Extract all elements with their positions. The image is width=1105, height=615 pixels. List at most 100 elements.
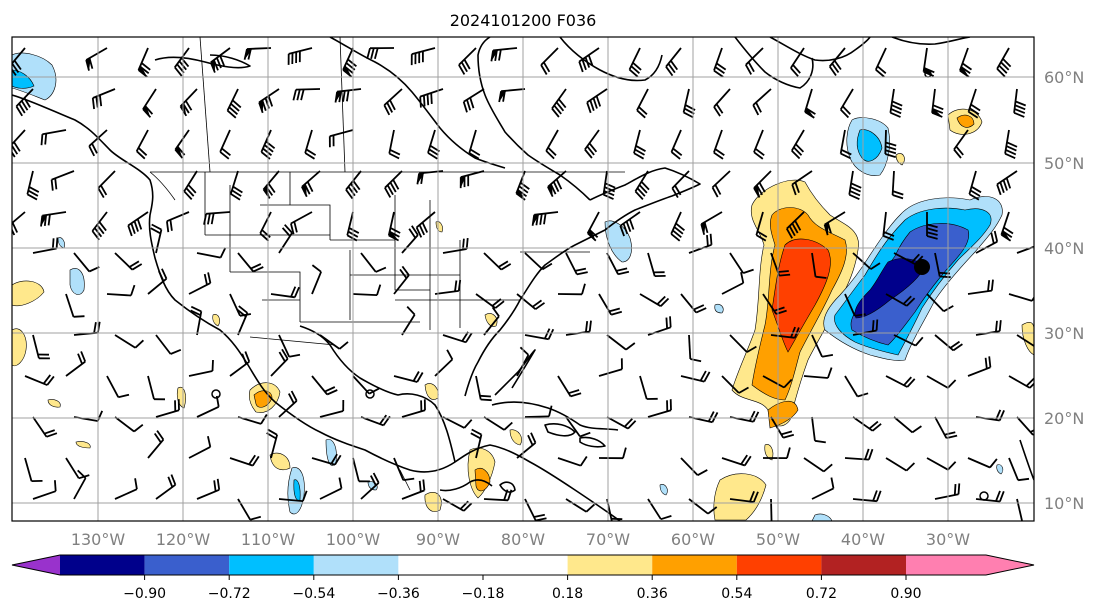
- wind-barb: [114, 252, 143, 271]
- wind-barb: [584, 129, 600, 159]
- wind-barb: [713, 129, 725, 160]
- wind-barb: [633, 129, 646, 160]
- wind-barb: [828, 47, 846, 77]
- wind-barb: [934, 334, 963, 352]
- wind-barb: [1016, 245, 1034, 254]
- wind-barb: [73, 469, 87, 500]
- wind-barb: [926, 212, 938, 240]
- lat-tick-label: 20°N: [1044, 409, 1084, 428]
- wind-barb: [196, 247, 227, 259]
- calm-markers: [211, 70, 989, 501]
- wind-barb: [301, 170, 321, 198]
- wind-barb: [729, 252, 754, 274]
- wind-barb: [142, 88, 157, 118]
- lon-tick-label: 100°W: [326, 530, 381, 549]
- wind-barb: [762, 375, 793, 389]
- wind-barb: [401, 225, 419, 254]
- wind-barb: [721, 375, 749, 394]
- wind-barb: [996, 170, 1018, 196]
- wind-barb: [237, 252, 264, 273]
- wind-barb: [262, 170, 280, 199]
- wind-barb: [483, 252, 512, 271]
- wind-barb: [551, 88, 567, 118]
- wind-barb: [934, 483, 961, 500]
- wind-barb: [636, 88, 649, 119]
- latitude-labels: 60°N 50°N 40°N 30°N 20°N 10°N: [1044, 68, 1084, 513]
- lon-tick-label: 90°W: [416, 530, 460, 549]
- wind-barb: [352, 375, 380, 395]
- wind-barb: [885, 457, 916, 472]
- wind-barb: [1013, 88, 1027, 118]
- wind-barb: [352, 457, 370, 483]
- wind-barb: [147, 375, 166, 401]
- colorbar-segment: [229, 555, 314, 575]
- wind-barb: [401, 399, 426, 418]
- wind-barb: [311, 264, 322, 295]
- wind-barb: [319, 477, 343, 500]
- wind-barb: [475, 293, 505, 309]
- colorbar-segment: [736, 555, 822, 575]
- wind-barb: [384, 170, 403, 198]
- wind-barb: [839, 88, 854, 119]
- colorbar-outline: [11, 554, 1035, 576]
- lon-tick-label: 70°W: [586, 530, 630, 549]
- wind-barb: [791, 170, 813, 196]
- wind-barb: [557, 375, 582, 398]
- wind-barb: [598, 447, 627, 460]
- wind-barb: [311, 453, 342, 466]
- wind-barb: [791, 129, 805, 160]
- wind-barb: [647, 399, 672, 418]
- wind-barb: [475, 375, 492, 402]
- wind-barb: [786, 211, 805, 239]
- colorbar-extend-high: [986, 555, 1034, 575]
- wind-barb: [1008, 457, 1030, 482]
- wind-barb: [196, 478, 221, 500]
- wind-barb: [996, 47, 1012, 78]
- wind-barb: [188, 436, 212, 459]
- wind-barb: [229, 293, 252, 317]
- wind-barb: [790, 47, 805, 77]
- lon-tick-label: 110°W: [241, 530, 296, 549]
- wind-barb: [531, 211, 559, 226]
- wind-barb: [753, 170, 772, 198]
- wind-barb: [844, 293, 866, 317]
- wind-barb: [155, 474, 177, 500]
- wind-barb: [891, 170, 904, 200]
- wind-barb: [188, 359, 214, 377]
- wind-barb: [442, 416, 473, 429]
- colorbar-tick-label: −0.90: [123, 586, 166, 602]
- wind-barb: [483, 416, 513, 431]
- wind-barb: [292, 88, 321, 101]
- wind-barb: [545, 129, 559, 160]
- wind-barb: [516, 293, 546, 310]
- wind-barb: [721, 454, 752, 467]
- wind-barb: [229, 170, 243, 201]
- wind-barb: [410, 47, 436, 66]
- wind-barb: [729, 334, 757, 353]
- wind-barb: [598, 358, 623, 377]
- wind-barb: [470, 428, 483, 459]
- lat-tick-label: 40°N: [1044, 239, 1084, 258]
- wind-barb: [811, 252, 827, 279]
- wind-barb: [874, 47, 887, 78]
- colorbar-tick-label: −0.54: [292, 586, 335, 602]
- colorbar-ticks: [144, 575, 907, 580]
- colorbar-segment: [144, 555, 230, 575]
- wind-barb: [713, 88, 731, 117]
- wind-barb: [803, 457, 833, 473]
- wind-barb: [393, 371, 424, 383]
- wind-barb: [1016, 416, 1034, 436]
- wind-barb: [114, 334, 145, 349]
- wind-barb: [811, 477, 835, 500]
- wind-barb: [968, 170, 982, 201]
- wind-barb: [602, 170, 616, 200]
- shaded-field-negative: [12, 52, 1004, 521]
- wind-barb: [91, 88, 116, 110]
- wind-barb: [889, 88, 903, 118]
- wind-barb: [352, 284, 382, 296]
- wind-barb: [468, 129, 481, 160]
- wind-barb: [839, 129, 852, 160]
- wind-barb: [688, 334, 702, 363]
- wind-barb: [401, 305, 416, 336]
